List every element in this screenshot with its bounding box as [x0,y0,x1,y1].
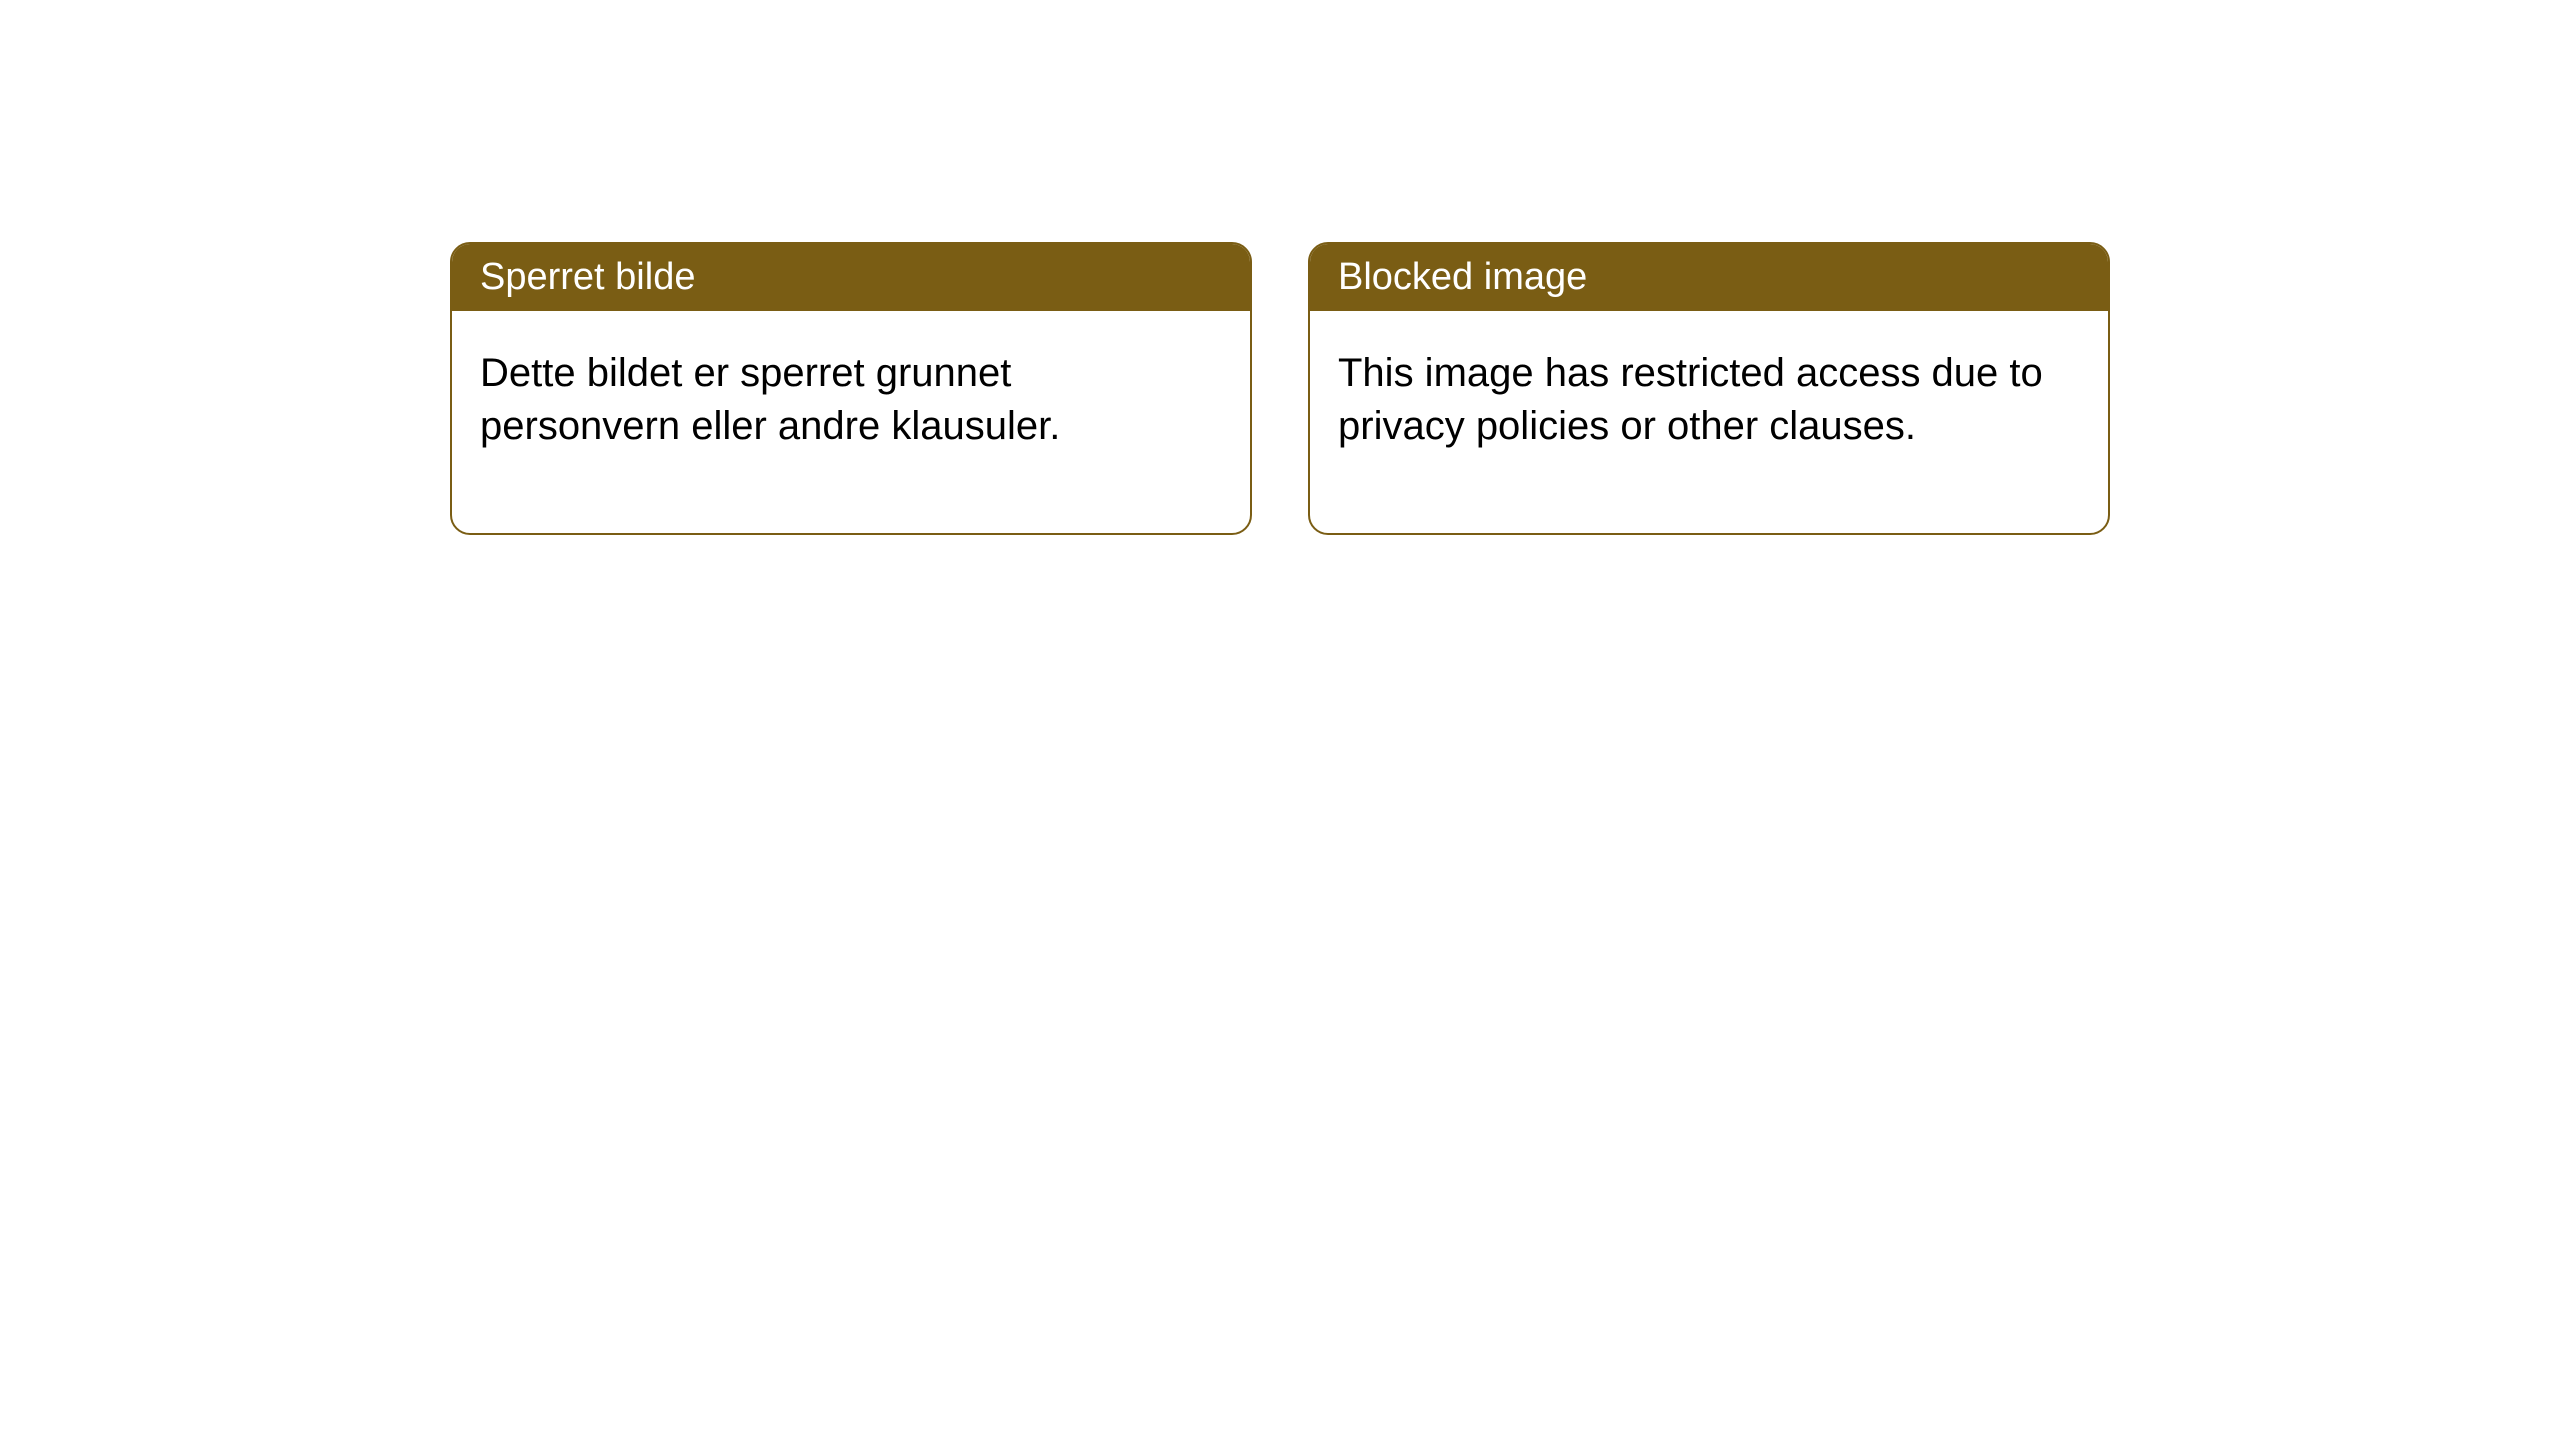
notice-body: Dette bildet er sperret grunnet personve… [452,311,1250,533]
notice-card-norwegian: Sperret bilde Dette bildet er sperret gr… [450,242,1252,535]
notice-card-english: Blocked image This image has restricted … [1308,242,2110,535]
notice-body: This image has restricted access due to … [1310,311,2108,533]
notice-body-text: This image has restricted access due to … [1338,351,2043,448]
notice-title: Blocked image [1338,256,1587,298]
notice-header: Blocked image [1310,244,2108,311]
notice-body-text: Dette bildet er sperret grunnet personve… [480,351,1060,448]
notice-container: Sperret bilde Dette bildet er sperret gr… [0,0,2560,535]
notice-title: Sperret bilde [480,256,695,298]
notice-header: Sperret bilde [452,244,1250,311]
